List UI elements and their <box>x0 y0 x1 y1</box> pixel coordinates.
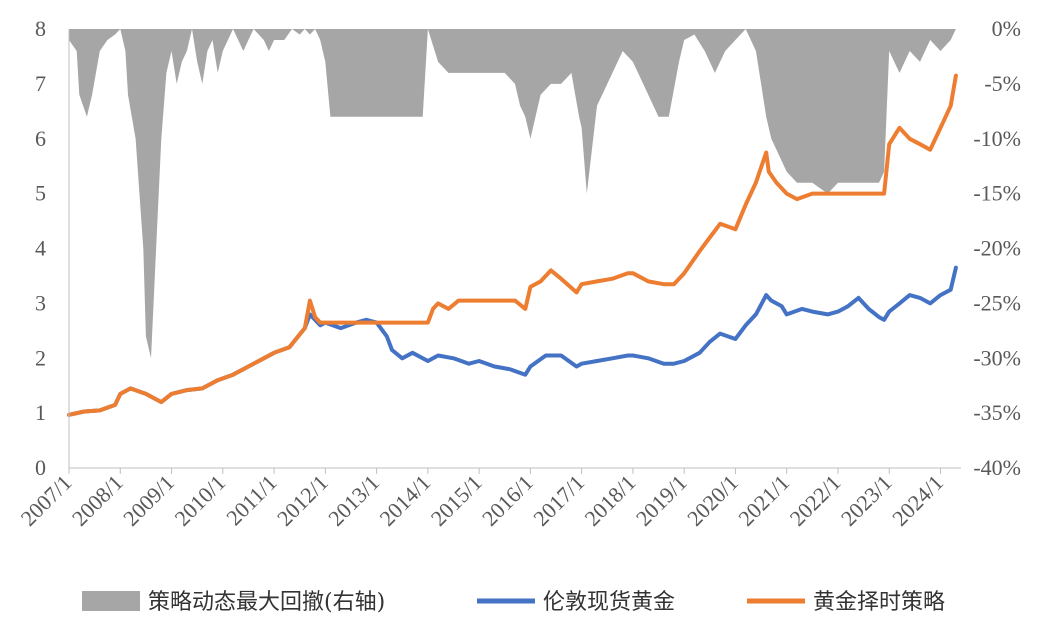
y-left-tick-label: 0 <box>35 455 46 480</box>
x-tick-label: 2012/1 <box>272 470 333 531</box>
legend: 策略动态最大回撤(右轴) 伦敦现货黄金 黄金择时策略 <box>82 590 945 615</box>
y-left-tick-label: 8 <box>35 16 46 41</box>
y-left-tick-label: 5 <box>35 181 46 206</box>
y-right-tick-label: -15% <box>973 181 1021 206</box>
y-left-tick-label: 1 <box>35 400 46 425</box>
y-left-tick-label: 3 <box>35 290 46 315</box>
y-right-tick-label: -25% <box>973 290 1021 315</box>
x-tick-label: 2015/1 <box>426 470 487 531</box>
timing-strategy-line <box>67 73 958 417</box>
y-right-tick-label: -5% <box>984 71 1021 96</box>
series-lines-layer <box>67 73 958 417</box>
y-right-tick-label: -35% <box>973 400 1021 425</box>
gold-spot-line <box>67 265 958 417</box>
y-left-tick-label: 6 <box>35 126 46 151</box>
y-right-tick-label: -30% <box>973 345 1021 370</box>
x-tick-label: 2014/1 <box>374 470 435 531</box>
x-tick-label: 2023/1 <box>836 470 897 531</box>
x-tick-label: 2018/1 <box>580 470 641 531</box>
y-right-tick-label: -20% <box>973 236 1021 261</box>
y-right-tick-label: 0% <box>992 16 1021 41</box>
y-left-tick-label: 4 <box>35 236 46 261</box>
drawdown-area <box>69 29 956 359</box>
legend-label: 黄金择时策略 <box>813 590 945 615</box>
y-left-tick-label: 2 <box>35 345 46 370</box>
y-right-tick-label: -40% <box>973 455 1021 480</box>
x-tick-label: 2008/1 <box>67 470 128 531</box>
x-tick-label: 2016/1 <box>477 470 538 531</box>
y-right-tick-label: -10% <box>973 126 1021 151</box>
x-tick-label: 2013/1 <box>323 470 384 531</box>
x-tick-label: 2021/1 <box>733 470 794 531</box>
x-tick-label: 2011/1 <box>221 470 281 530</box>
x-tick-label: 2010/1 <box>169 470 230 531</box>
y-left-tick-label: 7 <box>35 71 46 96</box>
legend-label: 伦敦现货黄金 <box>543 590 675 615</box>
legend-label: 策略动态最大回撤(右轴) <box>148 590 385 615</box>
x-tick-label: 2022/1 <box>785 470 846 531</box>
x-tick-label: 2024/1 <box>887 470 948 531</box>
x-tick-label: 2020/1 <box>682 470 743 531</box>
x-tick-label: 2019/1 <box>631 470 692 531</box>
x-tick-label: 2017/1 <box>528 470 589 531</box>
x-tick-label: 2009/1 <box>118 470 179 531</box>
legend-swatch-drawdown <box>82 591 140 611</box>
x-tick-label: 2007/1 <box>16 470 77 531</box>
drawdown-area-layer <box>69 29 956 359</box>
